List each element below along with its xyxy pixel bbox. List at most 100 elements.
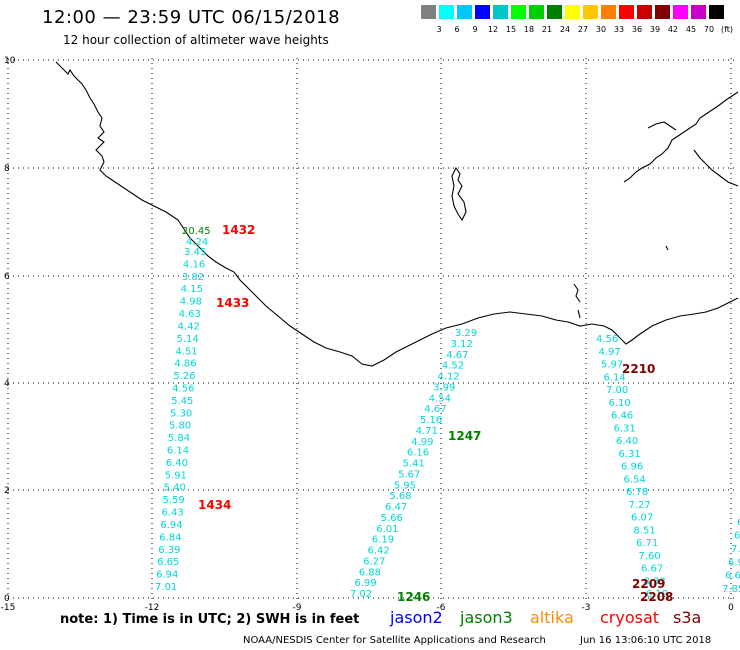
swh-value: 6.43: [161, 508, 183, 519]
swh-value: 6.99: [354, 578, 376, 589]
pass-time-label: 1432: [222, 223, 255, 237]
axis-labels: -15 -12 -9 -6 -3 0 0 2 4 6 8 10: [1, 56, 734, 610]
swh-value: 7.00: [606, 385, 628, 396]
legend-swatch: [709, 5, 724, 19]
swh-value: 4.86: [174, 359, 196, 370]
swh-value: 4.15: [181, 284, 203, 295]
y-tick-label: 6: [4, 272, 10, 282]
swh-value: 4.16: [183, 259, 205, 270]
swh-value: 6.42: [368, 546, 390, 557]
legend-swatch: [637, 5, 652, 19]
swh-value: 5.68: [389, 491, 411, 502]
swh-value: 6.46: [611, 411, 633, 422]
legend-label: 12: [487, 25, 499, 34]
swh-value: 6.93: [728, 557, 740, 568]
x-tick-label: -9: [293, 603, 302, 610]
legend-swatch: [583, 5, 598, 19]
legend-label: 6: [454, 25, 460, 34]
swh-value: 7.01: [155, 582, 177, 593]
swh-value-second: 4.24: [186, 237, 208, 248]
swh-value: 6.5: [734, 531, 740, 542]
y-tick-label: 2: [4, 486, 10, 496]
swh-value: 6.1: [737, 517, 740, 528]
swh-value: 8.33: [644, 576, 666, 587]
swh-value: 6.14: [167, 446, 189, 457]
pass-time-label: 1247: [448, 429, 481, 443]
swh-value: 5.16: [420, 415, 442, 426]
x-tick-label: -12: [145, 603, 160, 610]
legend-swatch: [475, 5, 490, 19]
swh-value: 6.07: [631, 513, 653, 524]
x-tick-label: 0: [728, 603, 734, 610]
legend-swatch: [421, 5, 436, 19]
swh-value: 5.40: [164, 483, 186, 494]
swh-value: 7.27: [629, 500, 651, 511]
generated-timestamp: Jun 16 13:06:10 UTC 2018: [580, 635, 712, 646]
legend-label: 36: [631, 25, 643, 34]
legend-label: (ft): [720, 25, 734, 34]
wave-height-map: -15 -12 -9 -6 -3 0 0 2 4 6 8 10 3.454.16 3.824.15 4.9…: [1, 56, 740, 610]
pass-time-label: 2209: [632, 577, 665, 591]
legend-swatch: [547, 5, 562, 19]
swh-value: 6.39: [158, 545, 180, 556]
legend-jason2: jason2: [390, 608, 443, 627]
swh-value: 5.67: [398, 469, 420, 480]
swh-value-first: 20.45: [182, 226, 211, 237]
swh-value: 6.01: [376, 524, 398, 535]
x-tick-label: -15: [1, 603, 16, 610]
legend-swatch: [493, 5, 508, 19]
swh-value: 3.12: [451, 339, 473, 350]
pass-time-label: 1246: [397, 590, 430, 604]
swh-value: 5.59: [163, 495, 185, 506]
swh-value: 5.95: [394, 480, 416, 491]
legend-label: 15: [505, 25, 517, 34]
legend-label: 39: [649, 25, 661, 34]
swh-value: 4.56: [596, 334, 618, 345]
swh-value: 6.94: [156, 570, 178, 581]
swh-value: 5.84: [168, 433, 190, 444]
legend-altika: altika: [530, 608, 574, 627]
swh-value: 5.80: [169, 421, 191, 432]
legend-swatch: [655, 5, 670, 19]
swh-value: 4.42: [178, 321, 200, 332]
swh-value: 4.98: [180, 297, 202, 308]
legend-cryosat: cryosat: [600, 608, 660, 627]
legend-swatch: [673, 5, 688, 19]
swh-value: 4.51: [175, 346, 197, 357]
legend-label: 21: [541, 25, 553, 34]
swh-value: 6.40: [616, 436, 638, 447]
y-tick-label: 8: [4, 164, 10, 174]
swh-value: 6.16: [407, 448, 429, 459]
x-tick-label: -6: [437, 603, 446, 610]
legend-s3a: s3a: [673, 608, 702, 627]
swh-value: 4.63: [179, 309, 201, 320]
swh-value: 7.60: [639, 551, 661, 562]
legend-label: 45: [685, 25, 697, 34]
coastline: [55, 61, 739, 367]
swh-value: 7.85: [722, 584, 740, 595]
swh-value: 4.67: [424, 404, 446, 415]
y-tick-label: 0: [4, 594, 10, 604]
swh-value: 6.88: [359, 567, 381, 578]
pass-time-label: 2210: [622, 362, 655, 376]
swh-value: 4.54: [429, 393, 451, 404]
legend-swatch: [457, 5, 472, 19]
legend-swatch: [565, 5, 580, 19]
pass-time-label: 2208: [640, 590, 673, 604]
legend-swatch: [511, 5, 526, 19]
swh-value: 6.31: [619, 449, 641, 460]
swh-value: 7.02: [350, 589, 372, 600]
swh-value: 5.14: [176, 334, 198, 345]
map-grid: [7, 58, 735, 600]
credit-line: NOAA/NESDIS Center for Satellite Applica…: [243, 635, 546, 646]
swh-value: 6.62: [725, 571, 740, 582]
legend-label: 42: [667, 25, 679, 34]
swh-value: 6.40: [166, 458, 188, 469]
legend-label: 27: [577, 25, 589, 34]
swh-value: 5.45: [171, 396, 193, 407]
west-coastline: [55, 61, 739, 367]
swh-value: 5.30: [170, 408, 192, 419]
swh-value: 6.71: [636, 538, 658, 549]
legend-label: 24: [559, 25, 571, 34]
